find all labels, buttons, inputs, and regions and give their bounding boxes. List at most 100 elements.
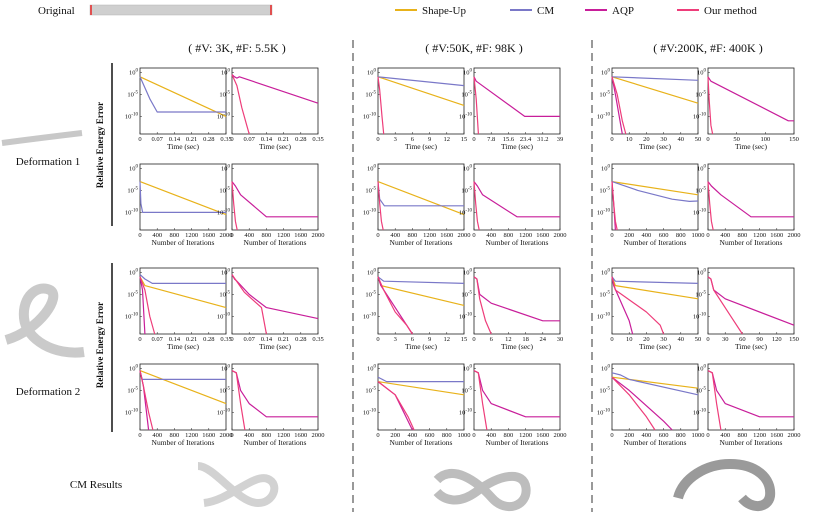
- plot-d1-c3-iter-b: 0 400 800 1200 1600 2000 100 10-5 10-10 Number of…: [693, 163, 801, 247]
- series-our-method: [473, 181, 480, 231]
- x-tick-label: 15: [461, 336, 468, 343]
- y-tick-label: 10-5: [461, 290, 472, 298]
- x-tick-label: 0: [138, 232, 141, 239]
- x-tick-label: 400: [408, 432, 418, 439]
- y-tick-label: 100: [601, 164, 611, 172]
- y-tick-label: 100: [601, 364, 611, 372]
- plot-frame: [473, 163, 561, 231]
- x-tick-label: 600: [659, 232, 669, 239]
- y-tick-label: 10-5: [127, 290, 138, 298]
- plot-frame: [139, 163, 227, 231]
- y-tick-label: 10-10: [363, 208, 377, 216]
- y-tick-label: 10-10: [217, 208, 231, 216]
- x-axis-label: Number of Iterations: [720, 238, 783, 247]
- y-tick-label: 10-5: [461, 90, 472, 98]
- x-tick-label: 2000: [220, 432, 233, 439]
- x-tick-label: 0: [610, 432, 613, 439]
- plot-d1-c3-iter-a: 0 200 400 600 800 1000 100 10-5 10-10 Number of I…: [597, 163, 705, 247]
- plot-frame: [611, 163, 699, 231]
- x-tick-label: 1600: [770, 432, 783, 439]
- deformation-1-mesh: [1, 130, 83, 146]
- series-our-method: [377, 181, 384, 231]
- x-tick-label: 1200: [423, 232, 436, 239]
- plot-d2-c1-iter-a: 0 400 800 1200 1600 2000 100 10-5 10-10 Number of…: [125, 363, 233, 447]
- y-tick-label: 100: [367, 268, 377, 276]
- x-tick-label: 2000: [788, 432, 801, 439]
- series-shape-up: [139, 370, 227, 405]
- x-tick-label: 0.07: [152, 336, 164, 343]
- x-tick-label: 50: [733, 136, 740, 143]
- series-aqp: [473, 181, 560, 218]
- x-tick-label: 800: [738, 432, 748, 439]
- plot-frame: [707, 267, 795, 335]
- x-tick-label: 0: [472, 232, 475, 239]
- y-tick-label: 10-5: [599, 186, 610, 194]
- y-tick-label: 100: [221, 68, 231, 76]
- x-tick-label: 1000: [458, 432, 471, 439]
- x-tick-label: 50: [695, 336, 702, 343]
- y-tick-label: 100: [221, 164, 231, 172]
- series-shape-up: [377, 181, 465, 216]
- plot-d2-c3-time-b: 0 30 60 90 120 150 100 10-5 10-10 Time (sec): [693, 267, 799, 351]
- y-tick-label: 10-10: [693, 208, 707, 216]
- series-our-method: [473, 276, 492, 335]
- y-tick-label: 10-10: [125, 208, 139, 216]
- x-tick-label: 800: [262, 232, 272, 239]
- x-tick-label: 400: [486, 232, 496, 239]
- x-tick-label: 6: [411, 336, 415, 343]
- x-axis-label: Number of Iterations: [624, 438, 687, 447]
- series-our-method: [231, 181, 238, 231]
- x-tick-label: 1600: [440, 232, 453, 239]
- series-our-method: [377, 276, 413, 335]
- y-tick-label: 10-5: [695, 386, 706, 394]
- x-tick-label: 0.14: [261, 136, 273, 143]
- x-tick-label: 0: [230, 432, 233, 439]
- series-cm: [377, 376, 464, 383]
- series-shape-up: [611, 181, 699, 196]
- cm-result-mesh-2: [433, 469, 531, 512]
- legend-label-cm: CM: [537, 5, 554, 17]
- cm-result-mesh-3: [673, 458, 776, 511]
- plot-d2-c1-time-a: 0 0.07 0.14 0.21 0.28 0.35 100 10-5 10-10 Time (s…: [125, 267, 232, 351]
- x-tick-label: 600: [425, 432, 435, 439]
- y-tick-label: 10-10: [459, 312, 473, 320]
- y-tick-label: 100: [601, 268, 611, 276]
- series-cm: [139, 181, 226, 213]
- x-tick-label: 12: [444, 336, 451, 343]
- x-axis-label: Time (sec): [639, 342, 672, 351]
- x-tick-label: 18: [522, 336, 529, 343]
- x-tick-label: 60: [739, 336, 746, 343]
- cm-result-mesh-1: [197, 462, 279, 508]
- legend-label-aqp: AQP: [612, 5, 634, 17]
- series-shape-up: [611, 276, 699, 300]
- x-tick-label: 2000: [554, 432, 567, 439]
- x-tick-label: 0.28: [295, 136, 306, 143]
- x-tick-label: 0.07: [244, 136, 256, 143]
- plot-frame: [707, 363, 795, 431]
- x-tick-label: 150: [789, 336, 799, 343]
- x-tick-label: 6: [411, 136, 415, 143]
- x-axis-label: Time (sec): [735, 142, 768, 151]
- x-tick-label: 0: [230, 336, 233, 343]
- series-aqp: [473, 76, 560, 118]
- column-title-2: ( #V:50K, #F: 98K ): [425, 41, 522, 55]
- x-tick-label: 0: [138, 432, 141, 439]
- plot-frame: [473, 267, 561, 335]
- series-cm: [611, 276, 699, 284]
- y-tick-label: 10-10: [363, 312, 377, 320]
- x-tick-label: 0: [706, 232, 709, 239]
- y-tick-label: 10-10: [597, 208, 611, 216]
- y-tick-label: 10-5: [219, 186, 230, 194]
- x-tick-label: 400: [720, 232, 730, 239]
- x-tick-label: 31.2: [537, 136, 548, 143]
- y-tick-label: 10-5: [219, 386, 230, 394]
- plot-frame: [611, 267, 699, 335]
- plot-frame: [377, 163, 465, 231]
- plot-d2-c3-iter-a: 0 200 400 600 800 1000 100 10-5 10-10 Number of I…: [597, 363, 705, 447]
- x-tick-label: 30: [660, 336, 667, 343]
- x-tick-label: 800: [504, 232, 514, 239]
- y-tick-label: 10-10: [597, 112, 611, 120]
- y-tick-label: 100: [129, 364, 139, 372]
- x-tick-label: 30: [722, 336, 729, 343]
- x-tick-label: 12: [505, 336, 512, 343]
